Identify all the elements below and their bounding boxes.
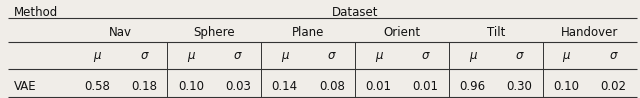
Text: Plane: Plane: [292, 26, 324, 39]
Text: 0.01: 0.01: [413, 80, 438, 93]
Text: σ: σ: [516, 49, 524, 62]
Text: μ: μ: [281, 49, 289, 62]
Text: 0.58: 0.58: [84, 80, 110, 93]
Text: μ: μ: [93, 49, 101, 62]
Text: μ: μ: [375, 49, 383, 62]
Text: 0.18: 0.18: [131, 80, 157, 93]
Text: Orient: Orient: [383, 26, 420, 39]
Text: VAE: VAE: [14, 80, 36, 93]
Text: σ: σ: [140, 49, 148, 62]
Text: σ: σ: [234, 49, 242, 62]
Text: Tilt: Tilt: [487, 26, 505, 39]
Text: 0.08: 0.08: [319, 80, 345, 93]
Text: μ: μ: [187, 49, 195, 62]
Text: μ: μ: [468, 49, 476, 62]
Text: Dataset: Dataset: [332, 6, 378, 19]
Text: μ: μ: [563, 49, 570, 62]
Text: 0.02: 0.02: [600, 80, 627, 93]
Text: 0.01: 0.01: [365, 80, 392, 93]
Text: Nav: Nav: [109, 26, 132, 39]
Text: 0.30: 0.30: [506, 80, 532, 93]
Text: 0.96: 0.96: [460, 80, 486, 93]
Text: 0.03: 0.03: [225, 80, 251, 93]
Text: σ: σ: [609, 49, 617, 62]
Text: 0.10: 0.10: [178, 80, 204, 93]
Text: σ: σ: [328, 49, 335, 62]
Text: Sphere: Sphere: [193, 26, 236, 39]
Text: Method: Method: [14, 6, 58, 19]
Text: 0.10: 0.10: [554, 80, 579, 93]
Text: Handover: Handover: [561, 26, 618, 39]
Text: 0.14: 0.14: [272, 80, 298, 93]
Text: σ: σ: [422, 49, 429, 62]
